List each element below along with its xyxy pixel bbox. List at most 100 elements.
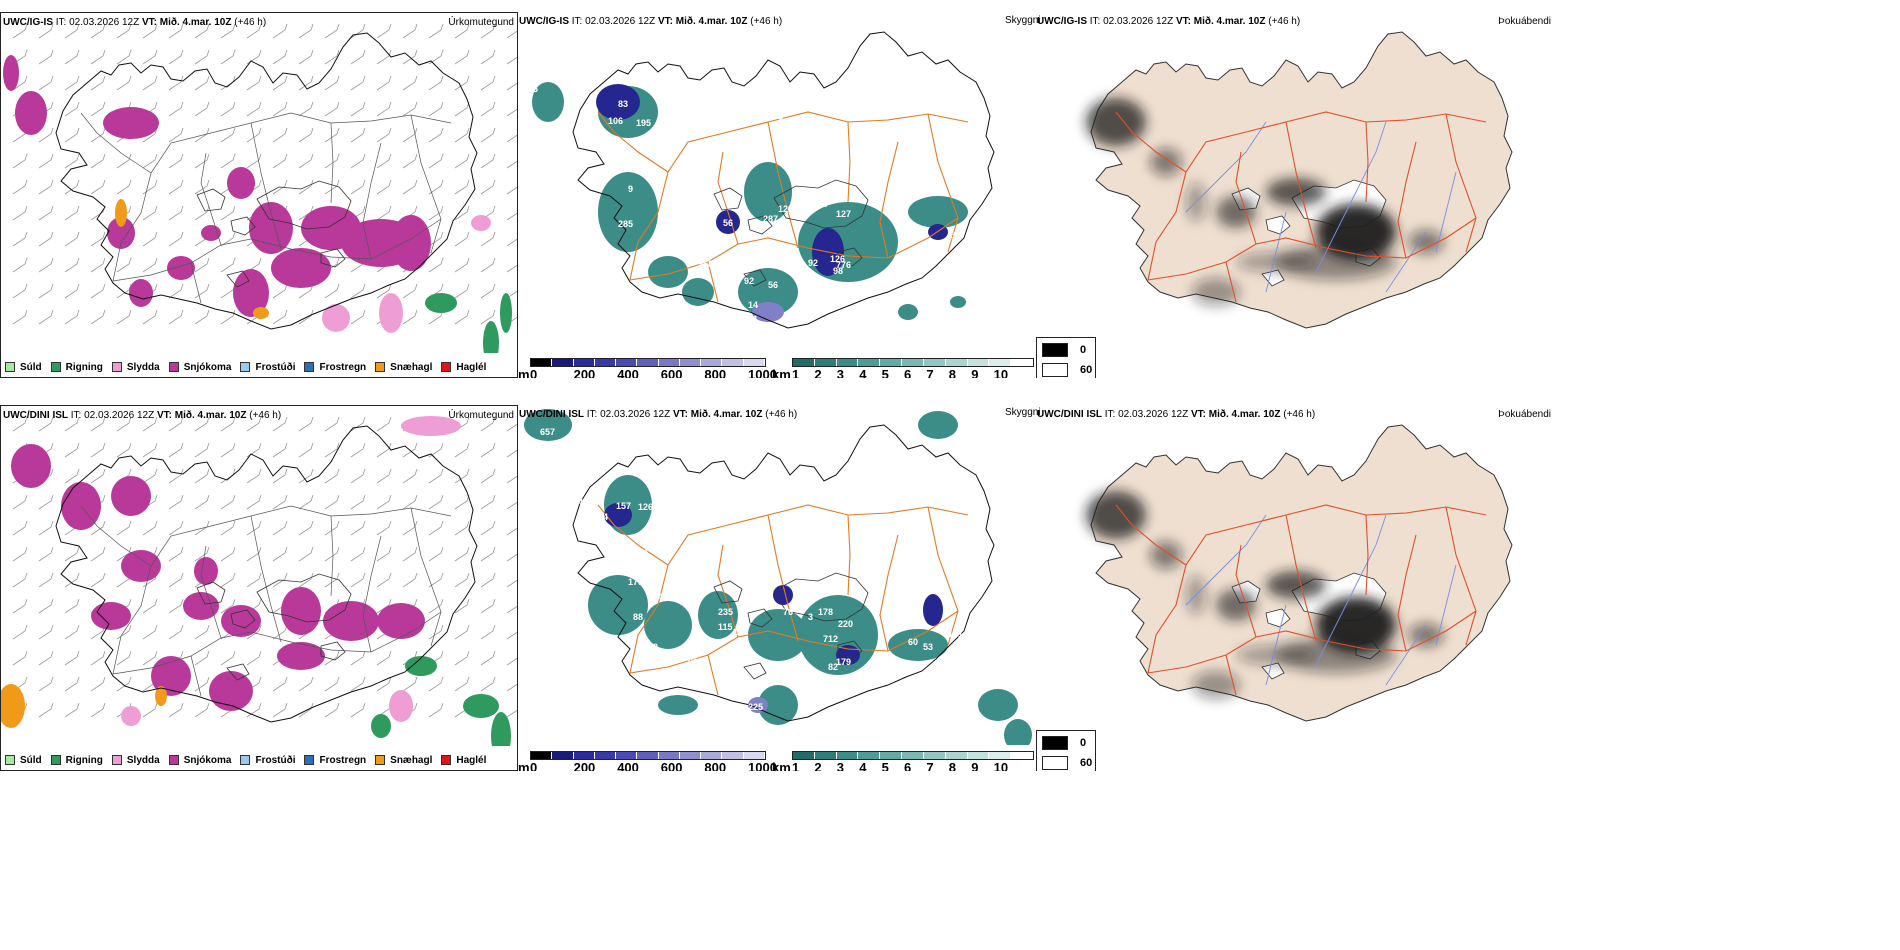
cloud-base-label: 92 bbox=[808, 258, 818, 268]
cloud-area bbox=[908, 196, 968, 228]
wind-barb bbox=[376, 494, 392, 510]
cloud-base-label: 60 bbox=[908, 637, 918, 647]
colorbar-cell bbox=[637, 359, 659, 366]
wind-barb bbox=[194, 101, 210, 117]
fog-area bbox=[1216, 196, 1256, 228]
wind-barb bbox=[298, 546, 314, 562]
legend-label: Snæhagl bbox=[390, 754, 433, 766]
panel-label: Þokuábendi bbox=[1498, 409, 1551, 420]
legend-item: Snjókoma bbox=[168, 361, 232, 373]
panel-title: UWC/DINI ISL IT: 02.03.2026 12Z VT: Mið.… bbox=[3, 410, 282, 421]
cloud-base-label: 35 bbox=[758, 517, 768, 527]
cloud-base-map: 56 83 106 37 195 88 13 15 9 65 123 10 127 285 56 287 125… bbox=[528, 31, 995, 329]
road-line bbox=[200, 152, 222, 246]
cloud-base-label: 54 bbox=[868, 672, 878, 682]
cloud-base-label: 89 bbox=[938, 622, 948, 632]
wind-barb bbox=[168, 179, 184, 195]
panel-title: UWC/DINI ISL IT: 02.03.2026 12Z VT: Mið.… bbox=[519, 409, 798, 420]
wind-barb bbox=[246, 416, 262, 432]
precip-area bbox=[371, 714, 391, 738]
precip-area bbox=[183, 592, 219, 620]
cloud-base-label: 195 bbox=[636, 118, 651, 128]
cloud-base-label: 179 bbox=[836, 657, 851, 667]
wind-barb bbox=[454, 231, 470, 247]
wind-barb bbox=[142, 468, 158, 484]
precip-area bbox=[377, 603, 425, 639]
road-line bbox=[927, 113, 959, 253]
colorbar-tick: 6 bbox=[904, 760, 912, 771]
legend-label: Snjókoma bbox=[183, 361, 232, 373]
wind-barb bbox=[90, 283, 106, 299]
wind-barb bbox=[480, 416, 496, 432]
precip-area bbox=[463, 694, 499, 718]
legend-swatch bbox=[441, 362, 452, 372]
wind-barb bbox=[142, 23, 158, 39]
fog-area bbox=[1192, 671, 1240, 699]
fog-index-panel-igis: UWC/IG-IS IT: 02.03.2026 12Z VT: Mið. 4.… bbox=[1036, 12, 1554, 378]
wind-barb bbox=[168, 101, 184, 117]
wind-barb bbox=[38, 520, 54, 536]
wind-barb bbox=[142, 205, 158, 221]
cloud-area bbox=[644, 601, 692, 649]
road-line bbox=[847, 514, 851, 596]
wind-barb bbox=[480, 442, 496, 458]
wind-barb bbox=[194, 309, 210, 325]
fog-area bbox=[1408, 230, 1444, 254]
wind-barb bbox=[298, 127, 314, 143]
wind-barb bbox=[168, 153, 184, 169]
legend-item: Frostúði bbox=[240, 755, 295, 766]
wind-barb bbox=[402, 442, 418, 458]
wind-barb bbox=[454, 127, 470, 143]
legend-item: Snjókoma bbox=[168, 755, 231, 766]
wind-barb bbox=[428, 520, 444, 536]
road-line bbox=[629, 504, 969, 674]
legend-swatch bbox=[441, 755, 452, 765]
glacier-outline bbox=[773, 572, 869, 622]
wind-barb bbox=[272, 442, 288, 458]
wind-barb bbox=[12, 494, 28, 510]
wind-barb bbox=[480, 127, 496, 143]
cloud-base-label: 7 bbox=[783, 144, 788, 154]
wind-barb bbox=[12, 283, 28, 299]
legend-item: Snæhagl bbox=[375, 755, 432, 766]
precip-area bbox=[391, 215, 431, 271]
wind-barb bbox=[220, 309, 236, 325]
fog-legend-high-swatch bbox=[1042, 736, 1068, 750]
wind-barb bbox=[272, 546, 288, 562]
wind-barb bbox=[480, 153, 496, 169]
wind-barb bbox=[506, 82, 517, 91]
wind-barb bbox=[298, 520, 314, 536]
wind-barb bbox=[506, 238, 517, 247]
road-line bbox=[629, 610, 959, 674]
road-line bbox=[410, 507, 442, 647]
cloud-base-label: 56 bbox=[768, 280, 778, 290]
cloud-base-label: 712 bbox=[823, 634, 838, 644]
road-line bbox=[250, 122, 282, 250]
wind-barb bbox=[194, 153, 210, 169]
wind-barb bbox=[168, 546, 184, 562]
cloud-area bbox=[716, 210, 740, 234]
precip-area bbox=[155, 686, 167, 706]
wind-barb bbox=[220, 468, 236, 484]
wind-barb bbox=[246, 23, 262, 39]
cloud-base-label: 10 bbox=[818, 199, 828, 209]
cloud-base-label: 287 bbox=[763, 214, 778, 224]
precip-area bbox=[253, 307, 269, 319]
precip-area bbox=[115, 199, 127, 227]
legend-label: Frostregn bbox=[319, 361, 367, 373]
wind-barb bbox=[454, 598, 470, 614]
cloud-base-label: 9 bbox=[628, 184, 633, 194]
colorbar-cell bbox=[658, 752, 680, 759]
legend-label: Frostúði bbox=[255, 754, 296, 766]
wind-barb bbox=[298, 442, 314, 458]
cloud-base-label: 9 bbox=[778, 114, 783, 124]
wind-barb bbox=[116, 283, 132, 299]
wind-barb bbox=[142, 231, 158, 247]
colorbar-tick: 10 bbox=[993, 760, 1009, 771]
wind-barb bbox=[324, 75, 340, 91]
cloud-base-label: 75 bbox=[750, 722, 760, 732]
wind-barb bbox=[90, 49, 106, 65]
wind-barb bbox=[64, 283, 80, 299]
wind-barb bbox=[116, 257, 132, 273]
wind-barb bbox=[480, 75, 496, 91]
